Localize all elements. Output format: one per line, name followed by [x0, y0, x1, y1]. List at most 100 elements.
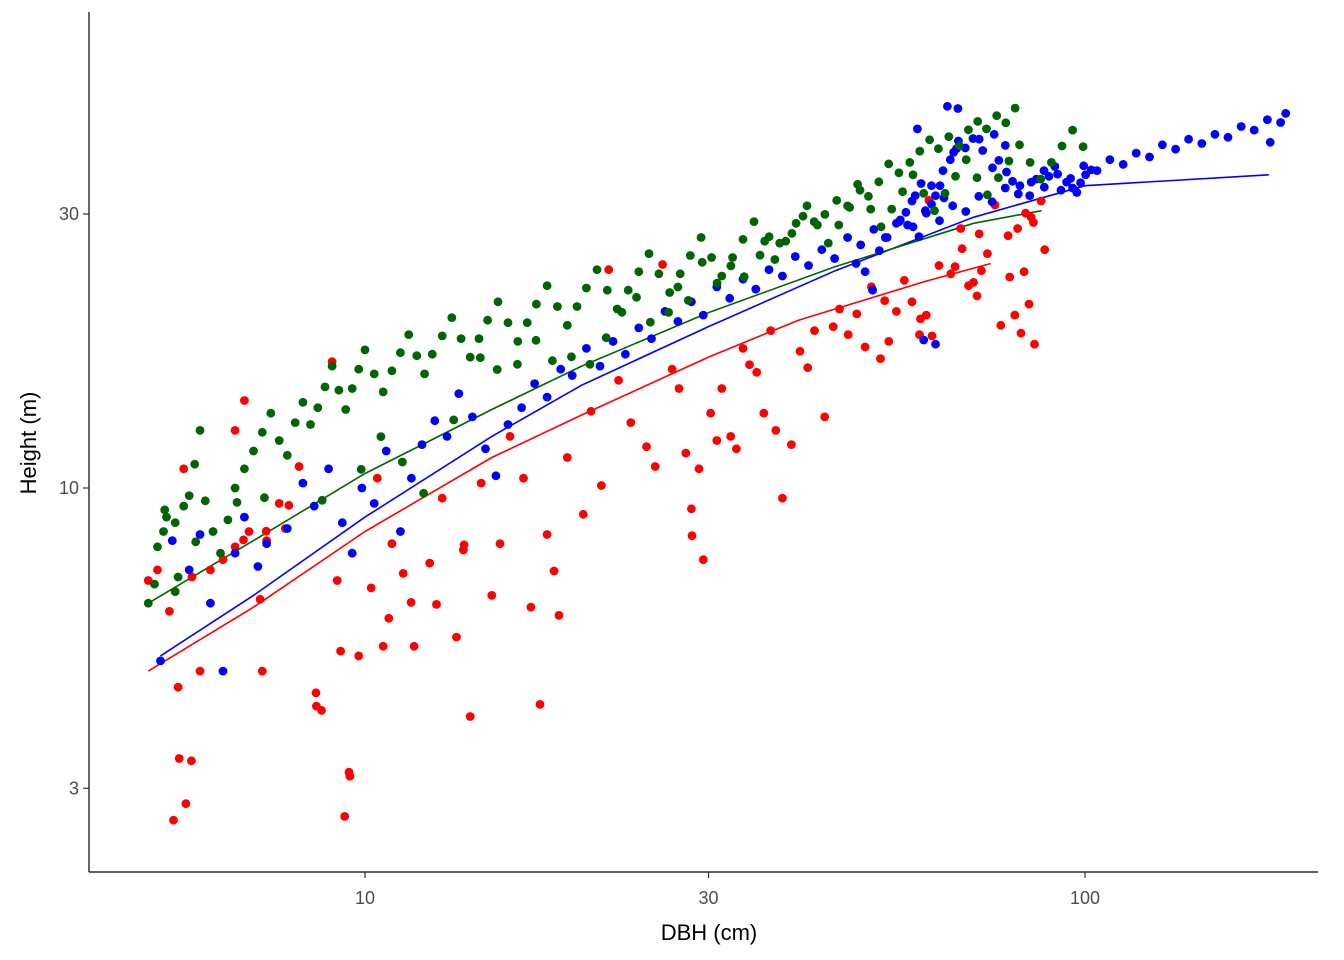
data-point	[910, 191, 920, 201]
data-point	[899, 275, 909, 285]
data-point	[459, 540, 469, 550]
data-point	[398, 569, 408, 578]
data-point	[645, 317, 655, 327]
data-point	[474, 334, 484, 343]
data-point	[956, 224, 966, 233]
data-point	[759, 408, 769, 418]
data-point	[556, 364, 566, 374]
data-point	[465, 712, 475, 721]
data-point	[1076, 178, 1085, 188]
data-point	[770, 255, 780, 264]
data-point	[406, 598, 416, 607]
data-point	[864, 191, 873, 201]
data-point	[1068, 125, 1077, 135]
data-point	[230, 426, 240, 435]
data-point	[597, 481, 606, 490]
data-point	[378, 387, 388, 397]
data-point	[437, 493, 447, 503]
data-point	[274, 499, 284, 508]
data-point	[1072, 188, 1082, 197]
fit-line-3	[147, 209, 1042, 604]
data-point	[1002, 167, 1011, 177]
data-point	[1015, 140, 1024, 150]
data-point	[549, 566, 559, 576]
data-point	[820, 412, 830, 422]
data-point	[311, 688, 321, 698]
data-point	[206, 565, 215, 575]
data-point	[930, 206, 939, 216]
data-point	[903, 220, 912, 230]
data-point	[334, 385, 344, 395]
data-point	[387, 366, 397, 376]
data-point	[795, 346, 805, 356]
data-point	[667, 364, 677, 374]
data-point	[617, 307, 627, 317]
data-point	[232, 498, 242, 507]
data-point	[548, 356, 557, 366]
data-point	[174, 754, 184, 763]
data-point	[456, 334, 466, 343]
data-point	[712, 278, 722, 288]
data-point	[915, 146, 925, 156]
data-point	[608, 337, 618, 346]
data-point	[195, 426, 205, 435]
y-tick-label: 3	[69, 778, 79, 798]
data-point	[687, 531, 697, 541]
data-point	[1019, 267, 1029, 277]
data-point	[647, 334, 656, 343]
data-point	[357, 483, 367, 493]
data-point	[1118, 160, 1128, 169]
data-point	[964, 125, 973, 135]
data-point	[582, 344, 591, 353]
data-point	[843, 330, 853, 339]
data-point	[771, 426, 781, 435]
data-point	[1158, 140, 1167, 150]
data-point	[916, 179, 926, 188]
data-point	[1010, 310, 1020, 320]
data-point	[554, 611, 564, 620]
data-point	[381, 446, 391, 456]
data-point	[531, 335, 541, 345]
data-point	[843, 201, 852, 211]
data-point	[977, 266, 986, 276]
data-point	[468, 412, 477, 422]
data-point	[809, 217, 819, 227]
data-point	[324, 464, 333, 474]
data-point	[1184, 134, 1193, 144]
data-point	[398, 457, 407, 467]
data-point	[1024, 299, 1034, 309]
data-point	[752, 367, 762, 377]
data-point	[745, 360, 754, 369]
data-point	[935, 216, 944, 226]
data-point	[832, 196, 842, 205]
data-point	[1000, 183, 1010, 193]
data-point	[755, 250, 765, 260]
data-point	[1056, 185, 1066, 195]
data-point	[1281, 109, 1291, 118]
data-point	[519, 473, 528, 483]
data-point	[257, 666, 267, 676]
data-point	[513, 359, 522, 369]
data-point	[726, 261, 736, 271]
data-point	[420, 369, 429, 379]
data-point	[874, 246, 884, 256]
data-point	[717, 384, 727, 393]
data-point	[187, 756, 196, 766]
data-point	[412, 351, 422, 361]
data-point	[621, 349, 630, 359]
data-point	[634, 323, 644, 333]
data-point	[184, 491, 194, 500]
data-point	[1145, 152, 1154, 162]
data-point	[553, 302, 562, 311]
data-point	[1265, 137, 1275, 147]
x-tick-label: 10	[355, 888, 375, 908]
data-point	[860, 267, 870, 277]
data-point	[945, 155, 955, 165]
data-point	[632, 292, 641, 302]
data-point	[1210, 129, 1220, 139]
data-point	[698, 310, 708, 320]
data-point	[503, 420, 513, 429]
data-point	[481, 444, 490, 454]
data-point	[542, 281, 552, 291]
data-point	[804, 261, 813, 270]
